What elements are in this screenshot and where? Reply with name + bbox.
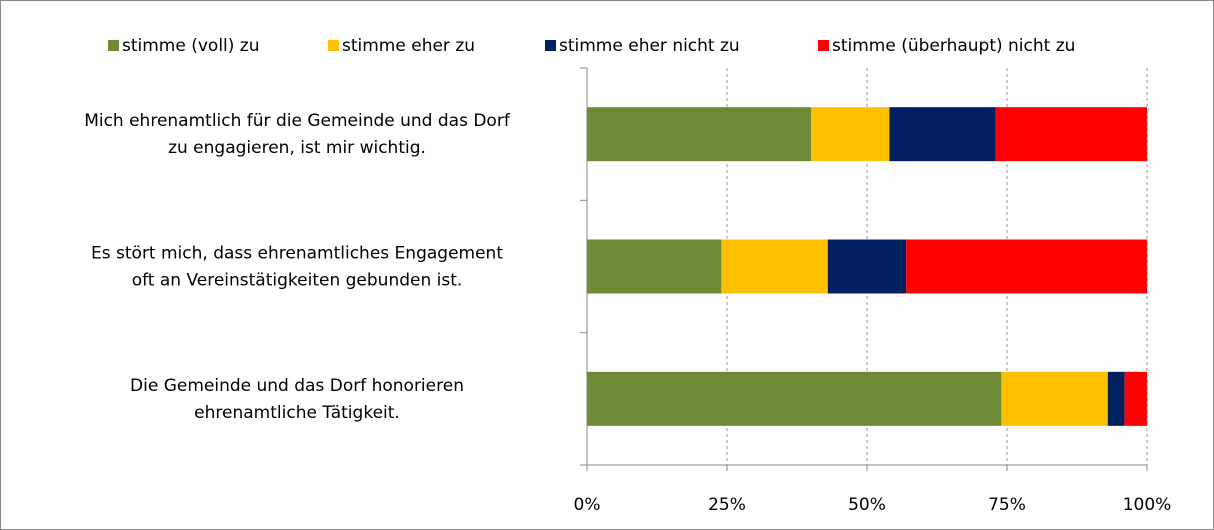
legend-label: stimme (voll) zu (122, 36, 260, 56)
bar-segment (889, 107, 996, 162)
bar-segment (995, 107, 1147, 162)
bar-segment (587, 239, 722, 294)
bar-segment (1107, 371, 1125, 426)
legend-label: stimme eher zu (342, 36, 475, 56)
bar-segment (811, 107, 890, 162)
legend-swatch (328, 40, 339, 51)
x-tick-label: 100% (1123, 495, 1172, 515)
category-label-line: ehrenamtliche Tätigkeit. (194, 403, 400, 423)
bar-segment (1124, 371, 1147, 426)
x-tick-label: 0% (574, 495, 601, 515)
category-label: Es stört mich, dass ehrenamtliches Engag… (91, 244, 503, 291)
category-label: Die Gemeinde und das Dorf honorieren ehre… (130, 376, 464, 423)
bar-segment (906, 239, 1147, 294)
bar-segment (721, 239, 828, 294)
x-tick-label: 25% (708, 495, 746, 515)
legend-swatch (108, 40, 119, 51)
legend-swatch (818, 40, 829, 51)
category-label-line: oft an Vereinstätigkeiten gebunden ist. (132, 271, 463, 291)
legend-swatch (545, 40, 556, 51)
x-tick-label: 75% (988, 495, 1026, 515)
category-label-line: Mich ehrenamtlich für die Gemeinde und d… (84, 111, 511, 131)
bar-segment (827, 239, 907, 294)
bar-segment (587, 107, 811, 162)
category-label-line: Es stört mich, dass ehrenamtliches Engag… (91, 244, 503, 264)
category-label-line: Die Gemeinde und das Dorf honorieren (130, 376, 464, 396)
legend-label: stimme (überhaupt) nicht zu (832, 36, 1075, 56)
category-label: Mich ehrenamtlich für die Gemeinde und d… (84, 111, 511, 158)
category-label-line: zu engagieren, ist mir wichtig. (168, 138, 426, 158)
bar-segment (587, 371, 1002, 426)
legend-label: stimme eher nicht zu (559, 36, 740, 56)
x-tick-label: 50% (848, 495, 886, 515)
bar-segment (1001, 371, 1108, 426)
